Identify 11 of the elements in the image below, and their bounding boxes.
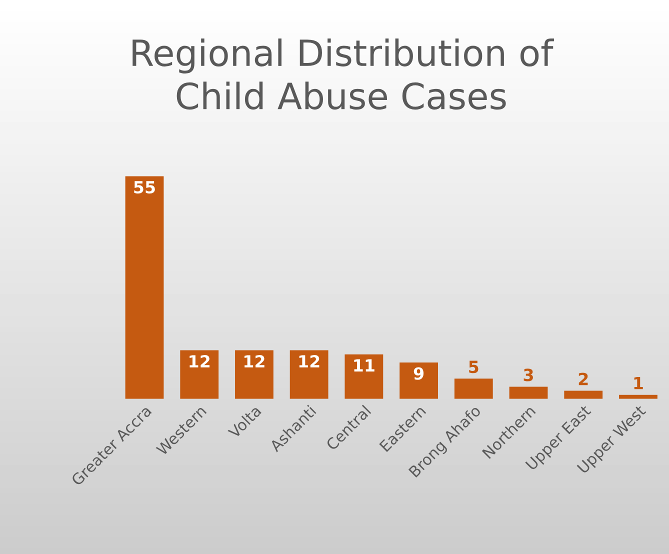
data-label: 5: [469, 360, 478, 374]
data-label: 12: [244, 355, 264, 368]
data-label: 12: [190, 355, 210, 368]
data-label: 1: [634, 376, 643, 390]
chart-title: Regional Distribution of Child Abuse Cases: [132, 38, 554, 110]
data-label: 11: [354, 359, 374, 372]
data-label: 12: [299, 355, 320, 368]
data-label: 9: [414, 367, 424, 380]
data-label: 2: [578, 372, 588, 386]
data-label: 55: [134, 181, 155, 194]
data-label: 3: [524, 368, 533, 382]
